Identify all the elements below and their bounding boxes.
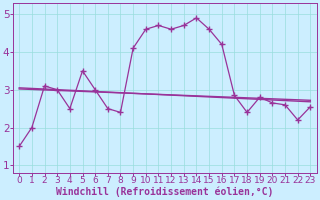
- X-axis label: Windchill (Refroidissement éolien,°C): Windchill (Refroidissement éolien,°C): [56, 187, 274, 197]
